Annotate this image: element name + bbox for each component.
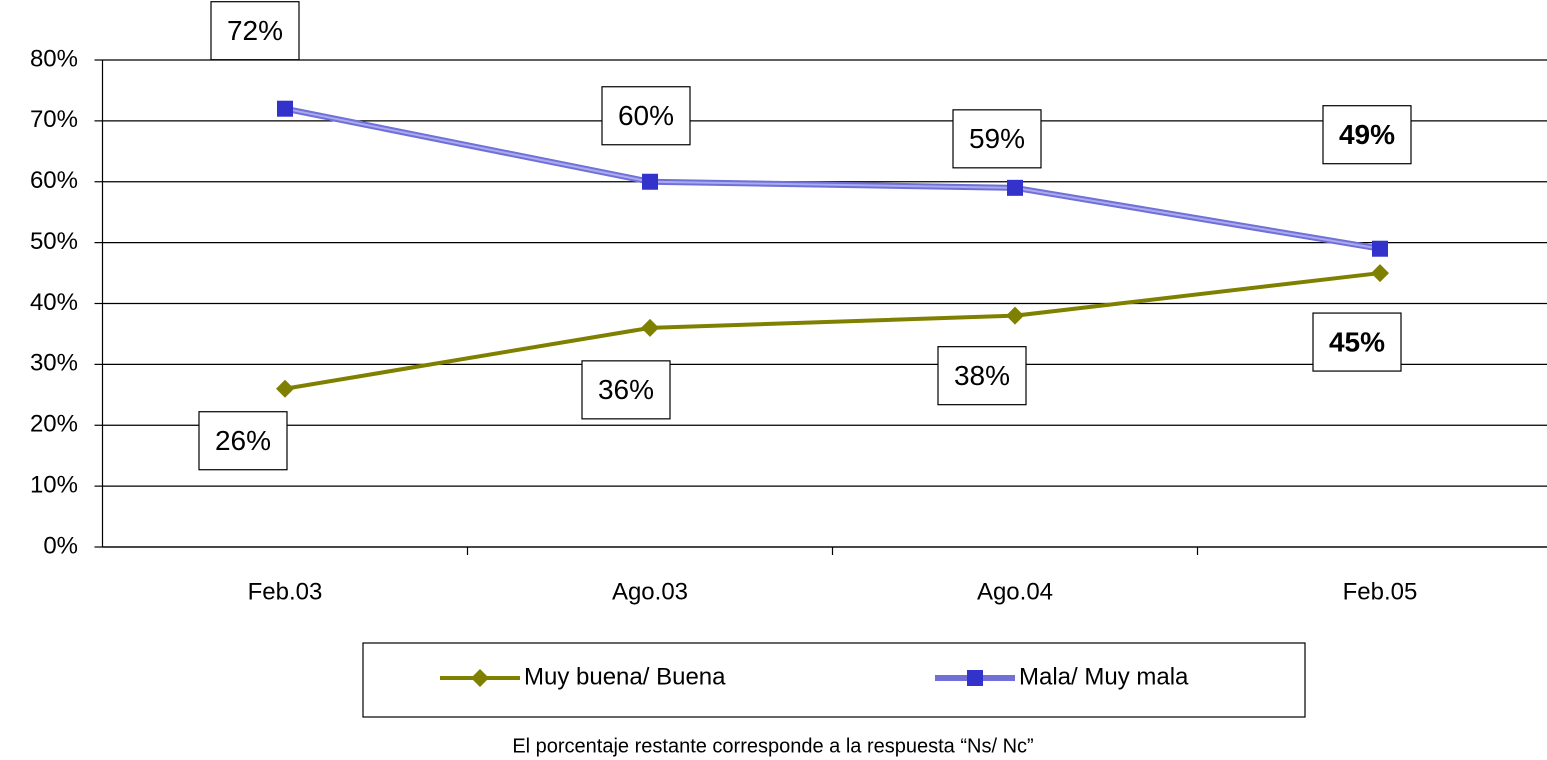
legend-label: Mala/ Muy mala [1019,663,1189,690]
point [1007,179,1023,196]
legend-marker [471,669,489,687]
legend-marker [967,670,983,686]
y-tick-label: 60% [30,167,78,194]
y-tick-label: 40% [30,289,78,316]
y-tick-label: 50% [30,228,78,255]
label-box [210,1,300,61]
y-tick-label: 70% [30,106,78,133]
label-box [198,411,288,471]
point [1371,264,1389,283]
y-tick-label: 0% [43,532,78,559]
note: El porcentaje restante corresponde a la … [512,735,1033,757]
data-label: 60% [618,100,674,131]
label-box [952,109,1042,169]
y-tick-label: 10% [30,471,78,498]
data-label: 38% [954,360,1010,391]
y-tick-label: 30% [30,350,78,377]
point [642,173,658,190]
series-line-shade [284,107,1381,250]
series-line [284,271,1381,391]
data-label: 36% [598,374,654,405]
x-tick-label: Feb.03 [248,578,323,605]
data-label: 49% [1339,119,1395,150]
point [277,100,293,117]
legend-label: Muy buena/ Buena [524,663,726,690]
data-label: 72% [227,15,283,46]
label-box [1312,312,1402,372]
y-tick-label: 20% [30,411,78,438]
point [641,318,659,337]
x-tick-label: Ago.03 [612,578,688,605]
y-tick-label: 80% [30,45,78,72]
data-label: 59% [969,123,1025,154]
label-box [1322,105,1412,165]
label-box [601,86,691,146]
x-tick-label: Feb.05 [1343,578,1418,605]
point [1006,306,1024,325]
series-line [284,105,1381,252]
data-label: 26% [215,425,271,456]
data-label: 45% [1329,326,1385,357]
x-tick-label: Ago.04 [977,578,1053,605]
label-box [581,360,671,420]
label-box [937,346,1027,406]
point [276,379,294,398]
point [1372,240,1388,257]
